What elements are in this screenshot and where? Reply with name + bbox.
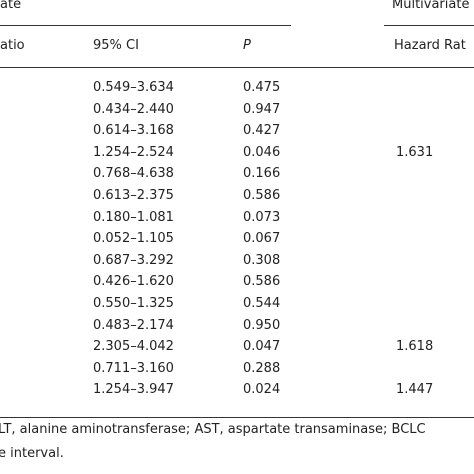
p-value-cell: 0.024 [243, 382, 281, 398]
p-value-cell: 0.046 [243, 144, 281, 160]
p-value-cell: 0.544 [243, 296, 281, 311]
p-value-cell: 0.947 [243, 101, 281, 117]
p-value-cell: 0.475 [243, 80, 281, 95]
footnote-line-2: e interval. [0, 446, 64, 461]
multivariate-header: Multivariate [392, 0, 470, 12]
multivariate-hr-cell: 1.631 [396, 144, 434, 160]
univariate-spanner-rule [0, 25, 291, 26]
footnote-line-1: LT, alanine aminotransferase; AST, aspar… [0, 422, 426, 437]
p-value-cell: 0.047 [243, 339, 281, 355]
p-value-cell: 0.288 [243, 360, 281, 376]
p-value-cell: 0.427 [243, 123, 281, 139]
ci-cell: 0.768–4.638 [93, 166, 174, 182]
ci-cell: 0.426–1.620 [93, 274, 174, 290]
ci-cell: 0.614–3.168 [93, 123, 174, 139]
p-value-cell: 0.586 [243, 274, 281, 290]
ci-cell: 0.434–2.440 [93, 101, 174, 117]
p-value-header: P [243, 38, 251, 53]
ci-cell: 0.687–3.292 [93, 252, 174, 268]
p-value-cell: 0.166 [243, 166, 281, 182]
ci-cell: 1.254–3.947 [93, 382, 174, 398]
ci-cell: 0.483–2.174 [93, 317, 174, 333]
multivariate-hazard-ratio-header: Hazard Rat [394, 38, 466, 53]
p-value-cell: 0.586 [243, 188, 281, 203]
ci-cell: 2.305–4.042 [93, 339, 174, 355]
ci-cell: 0.711–3.160 [93, 360, 174, 376]
ci-cell: 0.549–3.634 [93, 80, 174, 95]
multivariate-spanner-rule [384, 25, 474, 26]
ci-cell: 0.180–1.081 [93, 209, 174, 225]
table-bottom-rule [0, 417, 474, 418]
multivariate-hr-cell: 1.447 [396, 382, 434, 398]
ci-cell: 0.613–2.375 [93, 188, 174, 203]
hazard-ratio-header: atio [0, 38, 25, 53]
header-bottom-rule [0, 67, 474, 68]
univariate-header: ate [0, 0, 22, 12]
p-value-cell: 0.950 [243, 317, 281, 333]
p-value-cell: 0.073 [243, 209, 281, 225]
ci-cell: 0.550–1.325 [93, 296, 174, 311]
ci-cell: 1.254–2.524 [93, 144, 174, 160]
ci-header: 95% CI [93, 38, 139, 53]
multivariate-hr-cell: 1.618 [396, 339, 434, 355]
p-value-cell: 0.308 [243, 252, 281, 268]
p-value-cell: 0.067 [243, 231, 281, 247]
ci-cell: 0.052–1.105 [93, 231, 174, 247]
